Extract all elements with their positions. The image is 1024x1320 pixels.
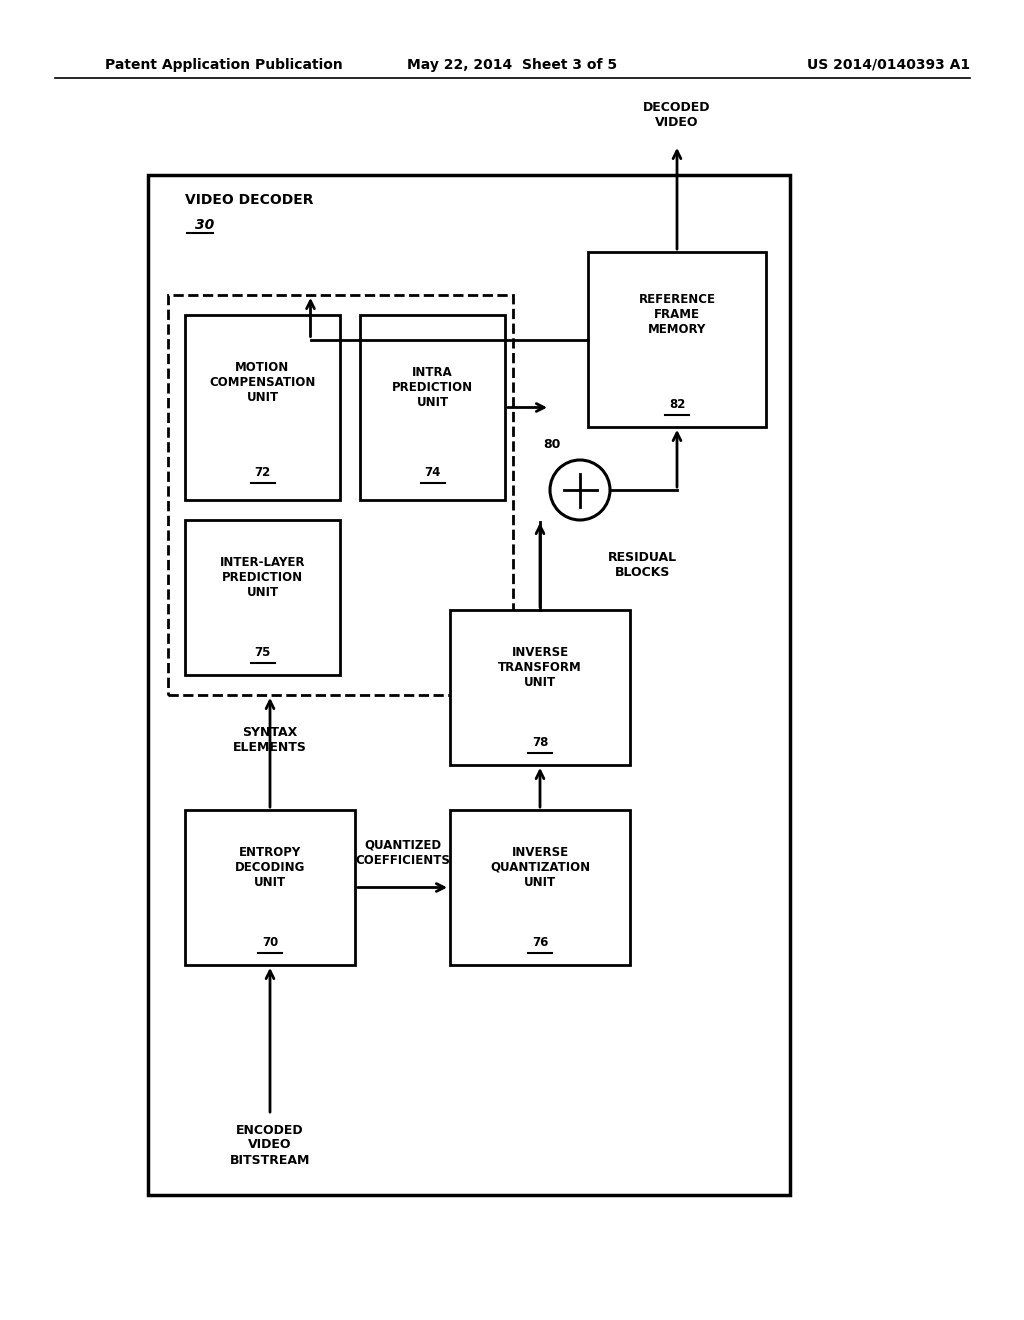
Text: INVERSE
TRANSFORM
UNIT: INVERSE TRANSFORM UNIT [498,645,582,689]
Text: 70: 70 [262,936,279,949]
Bar [148,176,790,1195]
Text: MOTION
COMPENSATION
UNIT: MOTION COMPENSATION UNIT [209,360,315,404]
Bar [185,810,355,965]
Text: RESIDUAL
BLOCKS: RESIDUAL BLOCKS [608,550,677,579]
Text: INTER-LAYER
PREDICTION
UNIT: INTER-LAYER PREDICTION UNIT [220,556,305,599]
Text: Patent Application Publication: Patent Application Publication [105,58,343,73]
Text: ENTROPY
DECODING
UNIT: ENTROPY DECODING UNIT [234,846,305,888]
Bar [450,810,630,965]
Text: ENCODED
VIDEO
BITSTREAM: ENCODED VIDEO BITSTREAM [229,1123,310,1167]
Text: 82: 82 [669,399,685,411]
Bar [185,520,340,675]
Text: DECODED
VIDEO: DECODED VIDEO [643,102,711,129]
Text: 78: 78 [531,737,548,748]
Text: REFERENCE
FRAME
MEMORY: REFERENCE FRAME MEMORY [639,293,716,337]
Text: 74: 74 [424,466,440,479]
Bar [588,252,766,426]
Text: 80: 80 [544,438,561,451]
Text: May 22, 2014  Sheet 3 of 5: May 22, 2014 Sheet 3 of 5 [407,58,617,73]
Text: VIDEO DECODER: VIDEO DECODER [185,193,313,207]
Text: INTRA
PREDICTION
UNIT: INTRA PREDICTION UNIT [392,366,473,409]
Text: 76: 76 [531,936,548,949]
Text: 30: 30 [195,218,214,232]
Text: 72: 72 [254,466,270,479]
Bar [185,315,340,500]
Text: INVERSE
QUANTIZATION
UNIT: INVERSE QUANTIZATION UNIT [489,846,590,888]
Bar [168,294,513,696]
Text: SYNTAX
ELEMENTS: SYNTAX ELEMENTS [233,726,307,754]
Text: 75: 75 [254,645,270,659]
Bar [360,315,505,500]
Text: US 2014/0140393 A1: US 2014/0140393 A1 [807,58,970,73]
Text: QUANTIZED
COEFFICIENTS: QUANTIZED COEFFICIENTS [355,838,450,866]
Bar [450,610,630,766]
